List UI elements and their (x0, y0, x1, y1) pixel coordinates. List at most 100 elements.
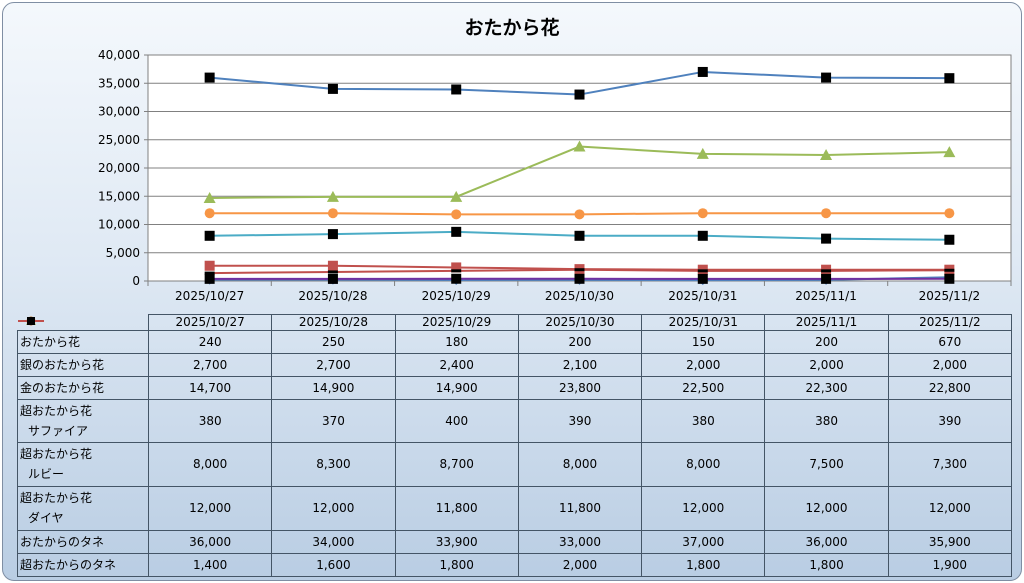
series-legend-label: 銀のおたから花 (17, 316, 149, 377)
data-point (451, 262, 462, 273)
data-point (451, 269, 462, 273)
table-cell: 1,800 (641, 552, 766, 577)
y-tick-label: 20,000 (98, 161, 140, 175)
table-cell: 36,000 (147, 529, 273, 554)
data-point (821, 208, 832, 219)
data-point (203, 191, 216, 203)
data-point (697, 230, 708, 241)
table-cell: 23,800 (517, 375, 643, 400)
data-point (574, 268, 585, 272)
table-cell: 1,400 (147, 552, 273, 577)
table-cell: 380 (147, 398, 273, 443)
data-point (451, 84, 462, 95)
table-cell: 11,800 (517, 485, 643, 531)
data-point (204, 208, 215, 219)
y-tick-label: 35,000 (98, 76, 140, 90)
data-point (450, 190, 463, 202)
table-cell: 11,800 (394, 485, 519, 531)
series-name-line: 超おたから花 (20, 403, 93, 418)
series-name-line: ダイヤ (28, 511, 64, 525)
data-point (327, 270, 338, 274)
table-cell: 8,000 (147, 441, 273, 487)
table-cell: 400 (394, 398, 519, 443)
table-cell: 14,700 (147, 375, 273, 400)
table-cell: 36,000 (764, 529, 889, 554)
data-point (821, 233, 832, 244)
data-point (697, 273, 708, 284)
data-point (204, 260, 215, 271)
x-tick-label: 2025/11/2 (919, 289, 981, 303)
data-point (574, 209, 585, 220)
table-cell: 200 (517, 329, 643, 354)
data-point (204, 72, 215, 83)
table-cell: 2,000 (764, 352, 889, 377)
table-cell: 250 (271, 329, 396, 354)
table-row: 超おたから花 ダイヤ 12,000 12,000 11,800 11,800 12,000 1… (17, 316, 1012, 531)
y-tick-label: 0 (132, 274, 140, 288)
table-cell: 8,300 (271, 441, 396, 487)
data-point (204, 273, 215, 284)
y-tick-label: 15,000 (98, 189, 140, 203)
table-cell: 7,300 (887, 441, 1012, 487)
table-cell: 2,100 (517, 352, 643, 377)
data-point (327, 273, 338, 284)
data-point (327, 208, 338, 219)
table-row: おたから花 240 250 180 200 150 200 670 (17, 315, 1012, 354)
table-row: 銀のおたから花 2,700 2,700 2,400 2,100 2,000 2,000 2,0… (17, 316, 1012, 377)
data-point (821, 269, 832, 273)
table-cell: 370 (271, 398, 396, 443)
table-cell: 35,900 (887, 529, 1012, 554)
table-cell: 34,000 (271, 529, 396, 554)
table-cell: 150 (641, 329, 766, 354)
data-point (944, 208, 955, 219)
x-tick-label: 2025/10/31 (668, 289, 737, 303)
data-point (574, 273, 585, 284)
y-tick-label: 40,000 (98, 48, 140, 62)
table-cell: 2,700 (271, 352, 396, 377)
x-tick-label: 2025/10/27 (175, 289, 244, 303)
series-name-line: おたからのタネ (20, 534, 105, 549)
table-row: おたからのタネ 36,000 34,000 33,900 33,000 37,000 36,… (17, 316, 1012, 554)
data-point (821, 273, 832, 284)
data-point (574, 230, 585, 241)
data-point (696, 147, 709, 159)
data-table: 2025/10/27 2025/10/28 2025/10/29 2025/10/30… (17, 314, 1012, 577)
table-row: 超おたから花 サファイア 380 370 400 390 380 380 390 (17, 316, 1012, 443)
table-cell: 380 (641, 398, 766, 443)
x-tick-label: 2025/10/29 (422, 289, 491, 303)
table-cell: 12,000 (764, 485, 889, 531)
data-point (697, 66, 708, 77)
data-point (451, 273, 462, 284)
table-cell: 200 (764, 329, 889, 354)
y-tick-label: 5,000 (106, 246, 140, 260)
table-cell: 14,900 (271, 375, 396, 400)
table-cell: 380 (764, 398, 889, 443)
x-tick-label: 2025/10/30 (545, 289, 614, 303)
data-point (204, 230, 215, 241)
series-name-line: おたから花 (20, 334, 81, 349)
table-cell: 240 (147, 329, 273, 354)
data-point (697, 269, 708, 273)
table-cell: 2,400 (394, 352, 519, 377)
table-cell: 8,700 (394, 441, 519, 487)
series-name-line: 超おたから花 (20, 447, 93, 461)
table-cell: 33,000 (517, 529, 643, 554)
data-point (573, 140, 586, 152)
series-name-line: 金のおたから花 (20, 380, 105, 395)
x-tick-label: 2025/10/28 (298, 289, 367, 303)
data-point (204, 271, 215, 275)
table-header-cell: 2025/10/31 (641, 314, 766, 331)
data-point (943, 146, 956, 158)
series-legend-label: 超おたから花ダイヤ (17, 316, 149, 531)
table-cell: 33,900 (394, 529, 519, 554)
table-cell: 37,000 (641, 529, 766, 554)
table-header-cell: 2025/10/27 (147, 314, 273, 331)
table-row: 金のおたから花 14,700 14,900 14,900 23,800 22,500 22,… (17, 315, 1012, 400)
table-row: 超おたからのタネ 1,400 1,600 1,800 2,000 1,800 1,800 1,… (17, 319, 1012, 577)
x-tick-label: 2025/11/1 (795, 289, 857, 303)
series-legend-label: 超おたからのタネ (17, 319, 149, 577)
table-cell: 1,600 (271, 552, 396, 577)
table-header-cell: 2025/11/1 (764, 314, 889, 331)
table-cell: 390 (517, 398, 643, 443)
